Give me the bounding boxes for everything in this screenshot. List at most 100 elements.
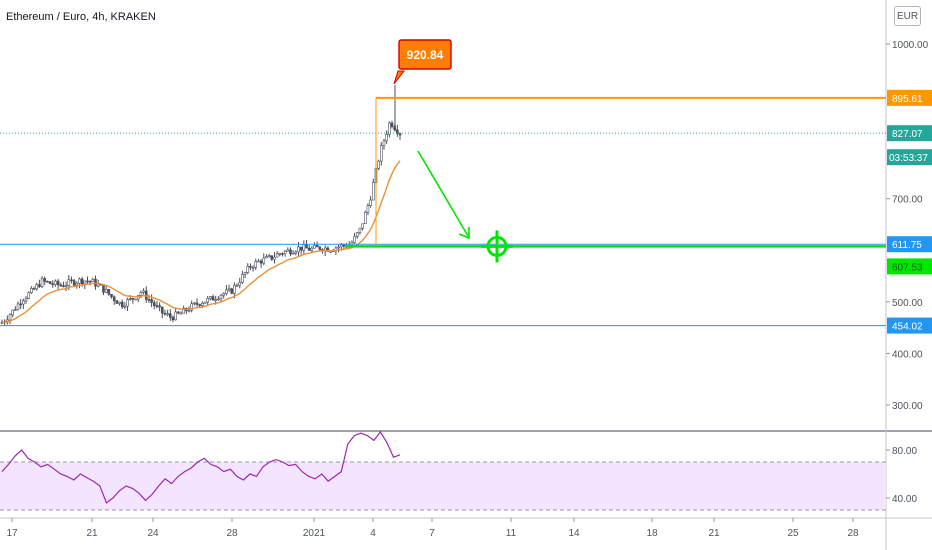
candle-body bbox=[230, 288, 234, 294]
candle-body bbox=[289, 249, 292, 255]
candle-body bbox=[187, 309, 191, 312]
candle-body bbox=[123, 305, 127, 308]
candle-body bbox=[217, 298, 220, 301]
crosshair-target-icon[interactable] bbox=[481, 230, 513, 263]
candle-body bbox=[307, 247, 311, 251]
candle-body bbox=[262, 257, 266, 264]
candle-body bbox=[299, 246, 303, 251]
candle-body bbox=[219, 294, 223, 300]
candle-body bbox=[203, 301, 207, 304]
candle-body bbox=[144, 290, 148, 300]
candle-body bbox=[233, 285, 236, 294]
candle-body bbox=[155, 305, 159, 307]
candle-body bbox=[238, 282, 242, 286]
candle-body bbox=[59, 284, 63, 287]
candle-body bbox=[176, 311, 180, 314]
candle-body bbox=[222, 293, 226, 296]
candle-body bbox=[390, 122, 394, 127]
time-tick-label: 21 bbox=[708, 528, 720, 539]
candle-body bbox=[355, 232, 359, 237]
candle-body bbox=[70, 279, 73, 282]
candle-body bbox=[385, 134, 388, 142]
arrow-head bbox=[458, 227, 470, 240]
callout-label: 920.84 bbox=[407, 48, 444, 62]
candle-body bbox=[134, 298, 137, 301]
price-tick-label: 300.00 bbox=[892, 401, 923, 412]
candle-body bbox=[14, 309, 17, 311]
high-callout[interactable]: 920.84 bbox=[393, 39, 452, 85]
time-tick-label: 28 bbox=[226, 528, 238, 539]
candle-body bbox=[211, 296, 215, 301]
candle-body bbox=[16, 303, 20, 310]
candle-body bbox=[163, 312, 167, 315]
candle-body bbox=[112, 296, 116, 302]
candle-body bbox=[267, 255, 271, 257]
candle-body bbox=[273, 256, 276, 260]
candle-body bbox=[86, 280, 89, 283]
candle-body bbox=[179, 312, 183, 315]
candle-body bbox=[104, 289, 108, 293]
candle-body bbox=[118, 301, 121, 304]
candle-body bbox=[257, 260, 260, 263]
candle-body bbox=[67, 279, 71, 286]
candle-body bbox=[371, 182, 375, 201]
rsi-tick-label: 80.00 bbox=[892, 446, 917, 457]
time-tick-label: 2021 bbox=[303, 528, 326, 539]
candle-body bbox=[235, 284, 239, 287]
resistance-price-tag-bg bbox=[887, 89, 932, 106]
candle-body bbox=[283, 250, 287, 255]
candle-body bbox=[46, 280, 49, 283]
time-tick-label: 4 bbox=[370, 528, 376, 539]
candle-body bbox=[380, 145, 383, 162]
candle-body bbox=[201, 303, 204, 306]
candle-body bbox=[259, 260, 263, 264]
target-price-tag: 607.53 bbox=[892, 262, 923, 273]
candle-body bbox=[337, 246, 340, 249]
candle-body bbox=[174, 311, 177, 321]
candle-body bbox=[27, 292, 31, 299]
candle-body bbox=[11, 309, 14, 316]
candle-body bbox=[150, 299, 153, 303]
candle-body bbox=[291, 252, 295, 255]
candle-body bbox=[326, 247, 330, 252]
candle-body bbox=[206, 298, 209, 303]
candle-body bbox=[158, 305, 161, 308]
resistance-price-tag: 895.61 bbox=[892, 94, 923, 105]
candle-body bbox=[190, 303, 193, 311]
candle-body bbox=[107, 289, 111, 295]
candle-body bbox=[225, 289, 228, 294]
candle-body bbox=[310, 247, 314, 251]
candle-body bbox=[251, 266, 255, 269]
candle-body bbox=[182, 308, 185, 314]
candle-body bbox=[8, 314, 12, 321]
candle-body bbox=[195, 302, 199, 305]
candle-body bbox=[72, 280, 76, 286]
candle-body bbox=[128, 298, 132, 300]
candle-body bbox=[315, 245, 319, 248]
candle-body bbox=[62, 285, 65, 288]
candle-body bbox=[78, 278, 81, 284]
candle-body bbox=[56, 280, 60, 286]
currency-button[interactable]: EUR bbox=[894, 6, 921, 26]
candle-body bbox=[24, 298, 28, 302]
candle-body bbox=[51, 283, 55, 286]
candle-body bbox=[249, 266, 252, 268]
candle-body bbox=[32, 288, 36, 290]
support-lower-price-tag: 454.02 bbox=[892, 322, 923, 333]
candle-body bbox=[171, 316, 175, 321]
candle-body bbox=[243, 272, 247, 275]
candle-body bbox=[160, 306, 164, 314]
time-tick-label: 18 bbox=[646, 528, 658, 539]
candle-body bbox=[294, 251, 298, 254]
candle-body bbox=[168, 313, 172, 318]
countdown-tag-bg bbox=[887, 149, 932, 166]
price-tick-label: 400.00 bbox=[892, 349, 923, 360]
target-price-tag-bg bbox=[887, 258, 932, 275]
candle-body bbox=[377, 160, 380, 169]
time-tick-label: 24 bbox=[147, 528, 159, 539]
candle-body bbox=[227, 288, 231, 291]
candle-body bbox=[115, 300, 119, 304]
time-tick-label: 21 bbox=[86, 528, 98, 539]
callout-pointer bbox=[393, 70, 406, 85]
